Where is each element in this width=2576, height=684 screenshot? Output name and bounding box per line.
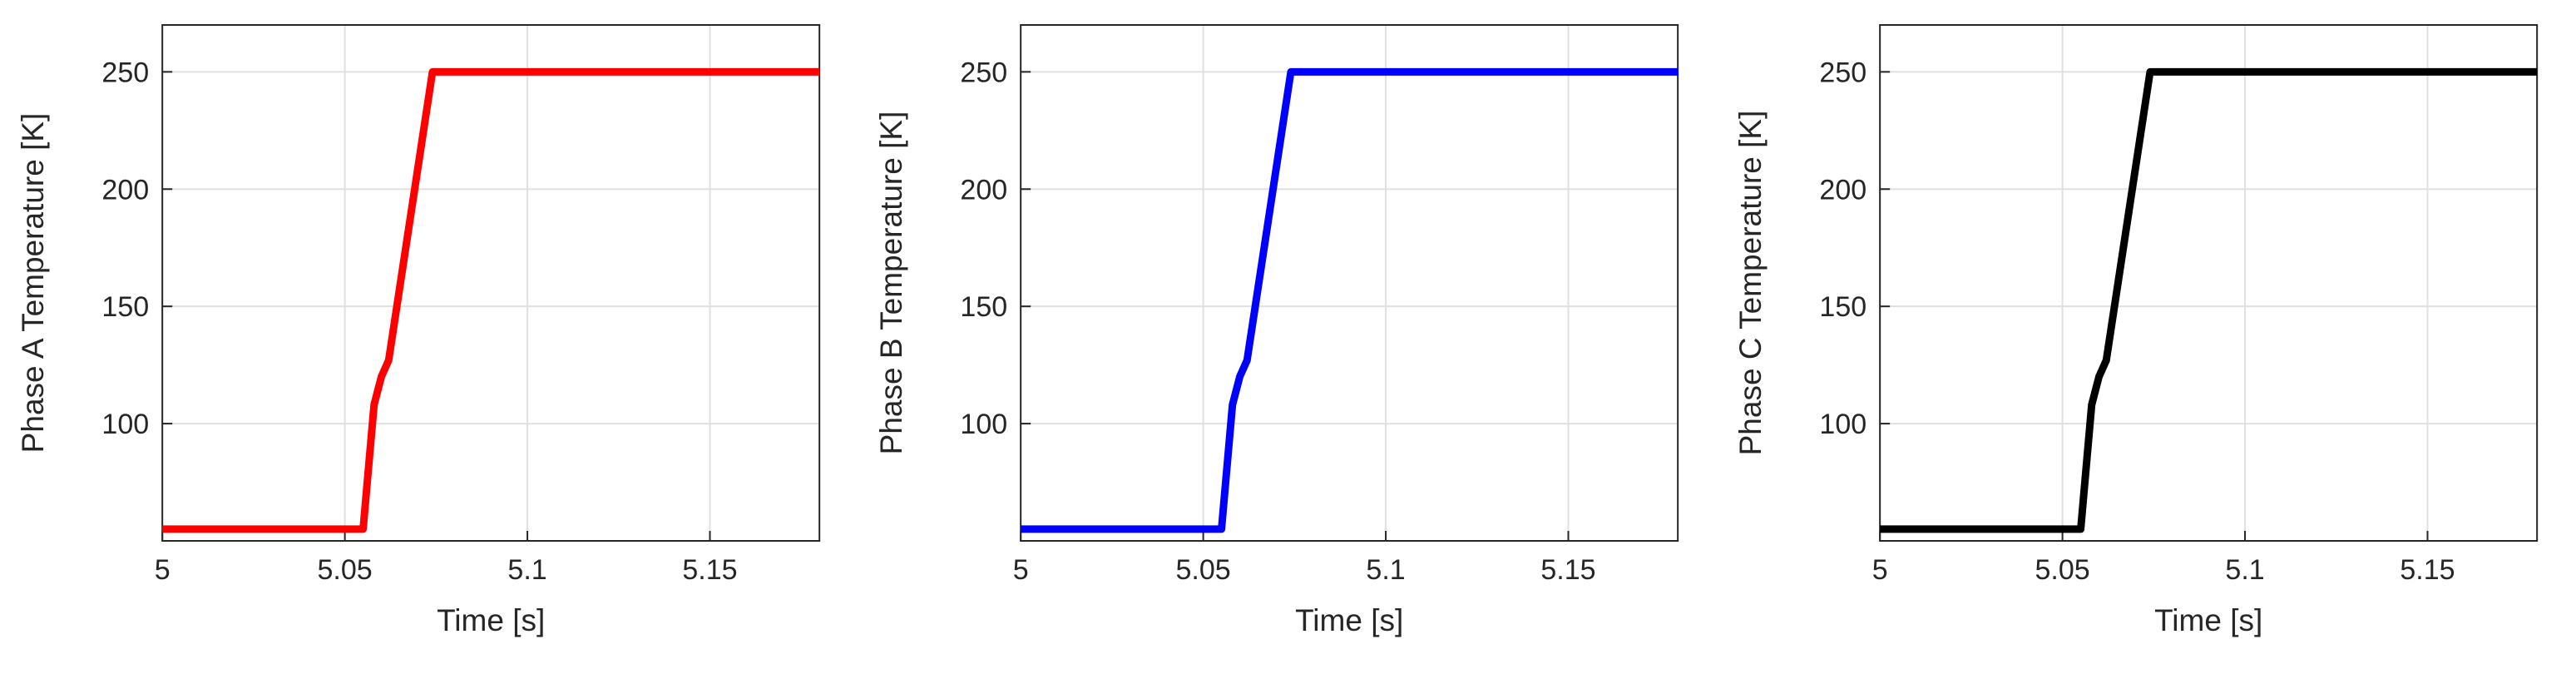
x-tick-label: 5 bbox=[1871, 554, 1887, 586]
y-axis-label: Phase C Temperature [K] bbox=[1733, 111, 1768, 456]
series-line bbox=[162, 67, 820, 533]
series-line bbox=[1021, 67, 1679, 533]
y-tick-label: 200 bbox=[101, 174, 149, 206]
x-axis-label: Time [s] bbox=[1295, 603, 1403, 637]
x-tick-label: 5.05 bbox=[318, 554, 373, 586]
chart-canvas: 5 5.05 5.1 5.15 100 150 200 250 Time [s] Phase C … bbox=[1733, 24, 2538, 637]
x-tick-label: 5 bbox=[155, 554, 171, 586]
y-tick-label: 250 bbox=[961, 57, 1008, 88]
y-tick-label: 200 bbox=[1819, 174, 1866, 206]
x-tick-label: 5.15 bbox=[2400, 554, 2455, 586]
x-tick-label: 5 bbox=[1013, 554, 1029, 586]
y-axis-label: Phase B Temperature [K] bbox=[874, 112, 908, 455]
x-tick-label: 5.1 bbox=[507, 554, 546, 586]
plot-box bbox=[1878, 24, 2538, 542]
x-tick-label: 5.05 bbox=[2035, 554, 2089, 586]
x-tick-label: 5.1 bbox=[2225, 554, 2264, 586]
chart-phase-a-temperature: 5 5.05 5.1 5.15 100 150 200 250 Time [s] Phase A … bbox=[0, 0, 858, 684]
y-tick-label: 100 bbox=[1819, 409, 1866, 440]
x-tick-label: 5.1 bbox=[1367, 554, 1406, 586]
y-axis-label: Phase A Temperature [K] bbox=[16, 113, 50, 454]
y-tick-label: 250 bbox=[1819, 57, 1866, 88]
chart-canvas: 5 5.05 5.1 5.15 100 150 200 250 Time [s] Phase B … bbox=[874, 24, 1679, 637]
x-axis-label: Time [s] bbox=[2154, 603, 2262, 637]
x-axis-label: Time [s] bbox=[437, 603, 545, 637]
y-tick-label: 150 bbox=[1819, 291, 1866, 323]
chart-canvas: 5 5.05 5.1 5.15 100 150 200 250 Time [s] Phase A … bbox=[16, 24, 821, 637]
y-tick-label: 100 bbox=[101, 409, 149, 440]
chart-phase-c-temperature: 5 5.05 5.1 5.15 100 150 200 250 Time [s] Phase C … bbox=[1718, 0, 2576, 684]
x-tick-label: 5.05 bbox=[1176, 554, 1231, 586]
y-tick-label: 250 bbox=[101, 57, 149, 88]
x-tick-label: 5.15 bbox=[1541, 554, 1596, 586]
y-tick-label: 200 bbox=[961, 174, 1008, 206]
plot-box bbox=[161, 24, 821, 542]
series-line bbox=[1879, 67, 2537, 533]
y-tick-label: 150 bbox=[101, 291, 149, 323]
y-tick-label: 150 bbox=[961, 291, 1008, 323]
plot-box bbox=[1020, 24, 1679, 542]
chart-phase-b-temperature: 5 5.05 5.1 5.15 100 150 200 250 Time [s] Phase B … bbox=[858, 0, 1717, 684]
y-tick-label: 100 bbox=[961, 409, 1008, 440]
x-tick-label: 5.15 bbox=[682, 554, 737, 586]
